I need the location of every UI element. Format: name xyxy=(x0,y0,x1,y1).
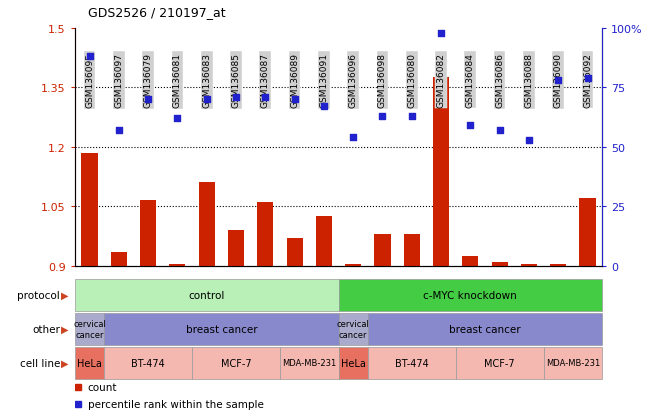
Text: GSM136086: GSM136086 xyxy=(495,53,504,108)
Text: breast cancer: breast cancer xyxy=(186,324,257,334)
Text: HeLa: HeLa xyxy=(340,358,366,368)
Bar xyxy=(404,234,420,266)
Text: percentile rank within the sample: percentile rank within the sample xyxy=(87,399,264,409)
Text: MCF-7: MCF-7 xyxy=(484,358,515,368)
Text: GDS2526 / 210197_at: GDS2526 / 210197_at xyxy=(88,6,225,19)
Bar xyxy=(345,264,361,266)
Bar xyxy=(521,264,537,266)
Bar xyxy=(550,264,566,266)
Bar xyxy=(104,347,192,379)
Text: GSM136082: GSM136082 xyxy=(437,53,445,108)
Text: GSM136091: GSM136091 xyxy=(320,53,328,108)
Text: GSM136085: GSM136085 xyxy=(232,53,240,108)
Bar xyxy=(368,347,456,379)
Bar xyxy=(228,230,244,266)
Text: ▶: ▶ xyxy=(61,358,68,368)
Point xyxy=(348,135,358,141)
Text: BT-474: BT-474 xyxy=(395,358,428,368)
Point xyxy=(173,116,183,122)
Text: ▶: ▶ xyxy=(61,324,68,334)
Bar xyxy=(75,280,339,311)
Point xyxy=(406,113,417,120)
Point xyxy=(231,94,242,101)
Point xyxy=(553,78,564,84)
Bar xyxy=(280,347,339,379)
Bar xyxy=(433,78,449,266)
Text: breast cancer: breast cancer xyxy=(449,324,521,334)
Bar xyxy=(544,347,602,379)
Point xyxy=(465,123,476,129)
Point xyxy=(583,76,593,82)
Point xyxy=(202,97,212,103)
Text: GSM136096: GSM136096 xyxy=(349,53,357,108)
Bar xyxy=(140,201,156,266)
Point xyxy=(85,54,95,61)
Point xyxy=(143,97,154,103)
Bar xyxy=(199,183,215,266)
Text: cell line: cell line xyxy=(20,358,60,368)
Bar xyxy=(75,313,104,345)
Bar xyxy=(192,347,280,379)
Bar xyxy=(339,280,602,311)
Point xyxy=(260,94,271,101)
Point xyxy=(523,137,534,144)
Bar xyxy=(339,347,368,379)
Bar xyxy=(456,347,544,379)
Bar xyxy=(492,262,508,266)
Bar xyxy=(462,256,478,266)
Text: BT-474: BT-474 xyxy=(132,358,165,368)
Bar xyxy=(316,216,332,266)
Bar xyxy=(169,264,186,266)
Point xyxy=(495,128,505,134)
Text: MDA-MB-231: MDA-MB-231 xyxy=(546,358,600,368)
Bar xyxy=(368,313,602,345)
Text: count: count xyxy=(87,382,117,392)
Bar xyxy=(111,252,127,266)
Text: GSM136089: GSM136089 xyxy=(290,53,299,108)
Text: GSM136088: GSM136088 xyxy=(525,53,533,108)
Bar xyxy=(104,313,339,345)
Text: MCF-7: MCF-7 xyxy=(221,358,251,368)
Text: GSM136097: GSM136097 xyxy=(115,53,123,108)
Point xyxy=(114,128,124,134)
Text: GSM136084: GSM136084 xyxy=(466,53,475,108)
Text: GSM136081: GSM136081 xyxy=(173,53,182,108)
Text: GSM136087: GSM136087 xyxy=(261,53,270,108)
Text: GSM136083: GSM136083 xyxy=(202,53,211,108)
Text: GSM136095: GSM136095 xyxy=(85,53,94,108)
Bar xyxy=(286,238,303,266)
Point xyxy=(289,97,299,103)
Text: GSM136092: GSM136092 xyxy=(583,53,592,108)
Bar xyxy=(374,234,391,266)
Text: other: other xyxy=(32,324,60,334)
Point xyxy=(319,104,329,110)
Text: GSM136090: GSM136090 xyxy=(554,53,562,108)
Bar xyxy=(339,313,368,345)
Bar xyxy=(257,203,273,266)
Bar xyxy=(75,347,104,379)
Text: protocol: protocol xyxy=(17,290,60,300)
Text: GSM136080: GSM136080 xyxy=(408,53,416,108)
Point xyxy=(436,30,447,37)
Bar xyxy=(81,153,98,266)
Text: MDA-MB-231: MDA-MB-231 xyxy=(282,358,337,368)
Text: ▶: ▶ xyxy=(61,290,68,300)
Text: cervical
cancer: cervical cancer xyxy=(73,320,106,339)
Text: control: control xyxy=(189,290,225,300)
Text: cervical
cancer: cervical cancer xyxy=(337,320,370,339)
Text: GSM136079: GSM136079 xyxy=(144,53,152,108)
Text: c-MYC knockdown: c-MYC knockdown xyxy=(423,290,518,300)
Text: GSM136098: GSM136098 xyxy=(378,53,387,108)
Point xyxy=(378,113,388,120)
Text: HeLa: HeLa xyxy=(77,358,102,368)
Bar xyxy=(579,199,596,266)
